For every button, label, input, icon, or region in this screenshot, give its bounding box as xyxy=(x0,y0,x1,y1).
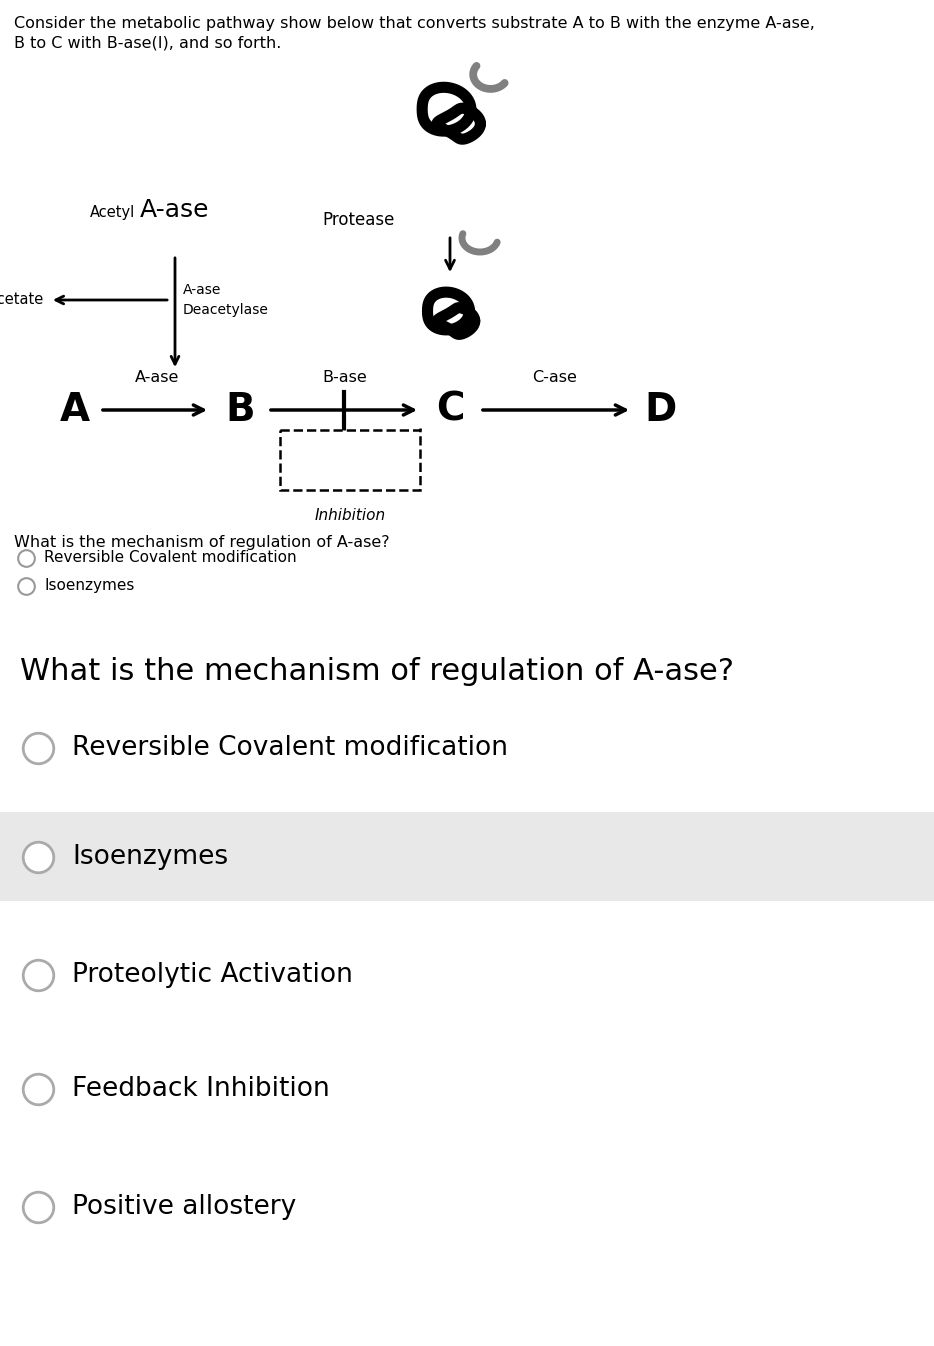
Text: Isoenzymes: Isoenzymes xyxy=(72,844,228,870)
Text: A-ase: A-ase xyxy=(140,198,209,222)
Text: C-ase: C-ase xyxy=(532,370,577,385)
Bar xyxy=(0,813,934,900)
Text: What is the mechanism of regulation of A-ase?: What is the mechanism of regulation of A… xyxy=(14,534,389,551)
Text: D: D xyxy=(644,390,676,429)
Text: Inhibition: Inhibition xyxy=(315,507,386,524)
Text: Isoenzymes: Isoenzymes xyxy=(44,579,134,594)
Text: Deacetylase: Deacetylase xyxy=(183,303,269,318)
Text: B-ase: B-ase xyxy=(322,370,367,385)
Text: Reversible Covalent modification: Reversible Covalent modification xyxy=(72,735,508,762)
Text: Feedback Inhibition: Feedback Inhibition xyxy=(72,1075,330,1101)
Text: A-ase: A-ase xyxy=(183,283,221,297)
Text: Positive allostery: Positive allostery xyxy=(72,1194,296,1219)
Text: A-ase: A-ase xyxy=(134,370,179,385)
Text: Consider the metabolic pathway show below that converts substrate A to B with th: Consider the metabolic pathway show belo… xyxy=(14,16,814,31)
Text: Acetate: Acetate xyxy=(0,292,44,307)
Text: Proteolytic Activation: Proteolytic Activation xyxy=(72,962,353,988)
Text: Reversible Covalent modification: Reversible Covalent modification xyxy=(44,551,297,565)
Bar xyxy=(280,429,420,490)
Text: A: A xyxy=(60,390,90,429)
Text: C: C xyxy=(436,390,464,429)
Text: Protease: Protease xyxy=(322,211,395,229)
Text: Acetyl: Acetyl xyxy=(90,205,135,219)
Text: B: B xyxy=(225,390,255,429)
Text: What is the mechanism of regulation of A-ase?: What is the mechanism of regulation of A… xyxy=(20,657,734,686)
Text: B to C with B-ase(I), and so forth.: B to C with B-ase(I), and so forth. xyxy=(14,35,281,50)
